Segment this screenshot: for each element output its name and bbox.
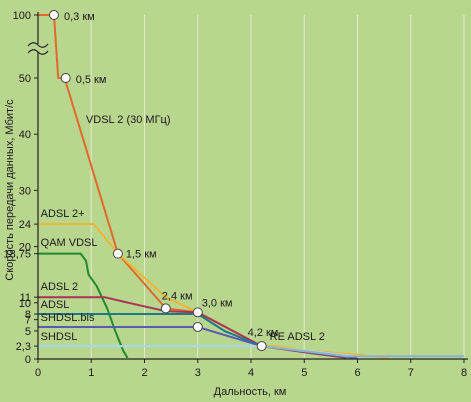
distance-marker [256,341,267,352]
distance-marker [160,303,171,314]
x-tick-label: 4 [248,367,254,379]
y-tick-label: 20 [19,242,31,254]
x-tick-label: 3 [195,367,201,379]
distance-marker-label: 2,4 км [162,290,193,302]
y-tick-label: 24 [19,219,31,231]
y-tick-label: 100 [13,10,31,22]
distance-marker [192,321,203,332]
distance-marker-label: 3,0 км [202,297,233,309]
distance-marker [60,73,71,83]
x-tick-label: 7 [408,367,414,379]
label-layer: VDSL 2 (30 МГц) ADSL 2+ QAM VDSL ADSL 2 ADSL… [41,114,325,343]
distance-marker [112,248,123,259]
series-label: ADSL 2+ [41,208,85,220]
distance-marker [192,307,203,318]
x-tick-label: 8 [461,367,467,379]
y-tick-label: 50 [19,73,31,85]
series-label: ADSL [41,299,70,311]
distance-marker-label: 0,3 км [64,11,95,23]
series-label: SHDSL.bis [41,312,95,324]
series-line [38,313,262,348]
axis-break-mark [27,42,49,48]
series-label: RE ADSL 2 [270,331,325,343]
y-tick-label: 10 [19,298,31,310]
x-tick-label: 6 [354,367,360,379]
distance-marker-label: 4,2 км [248,327,279,339]
series-label: ADSL 2 [41,281,79,293]
distance-marker [48,10,59,20]
y-tick-label: 7 [25,315,31,327]
x-axis-title: Дальность, км [214,386,287,398]
series-layer [38,14,464,360]
series-label: VDSL 2 (30 МГц) [86,114,171,126]
marker-layer: 0,3 км 0,5 км 1,5 км 2,4 км 3,0 км 4,2 км [48,10,279,352]
y-tick-label: 2,3 [16,341,31,353]
axis-break-mark [27,49,49,55]
y-axis-title: Скорость передачи данных, Мбит/с [4,99,16,281]
x-tick-label: 5 [301,367,307,379]
series-line [261,345,464,358]
y-tick-label: 40 [19,129,31,141]
x-tick-label: 2 [141,367,147,379]
y-tick-label: 0 [25,354,31,366]
y-tick-label: 30 [19,185,31,197]
x-tick-label: 1 [88,367,94,379]
distance-marker-label: 1,5 км [126,249,157,261]
y-tick-label: 5 [25,326,31,338]
series-label: QAM VDSL [41,237,98,249]
grid-layer [90,15,465,359]
y-tick-label: 11 [20,292,31,304]
y-tick-label: 18,75 [3,249,31,261]
series-label: SHDSL [41,331,78,343]
x-tick-label: 0 [35,367,41,379]
series-line [38,252,129,359]
distance-marker-label: 0,5 км [76,74,107,86]
y-tick-label: 8 [25,309,31,321]
